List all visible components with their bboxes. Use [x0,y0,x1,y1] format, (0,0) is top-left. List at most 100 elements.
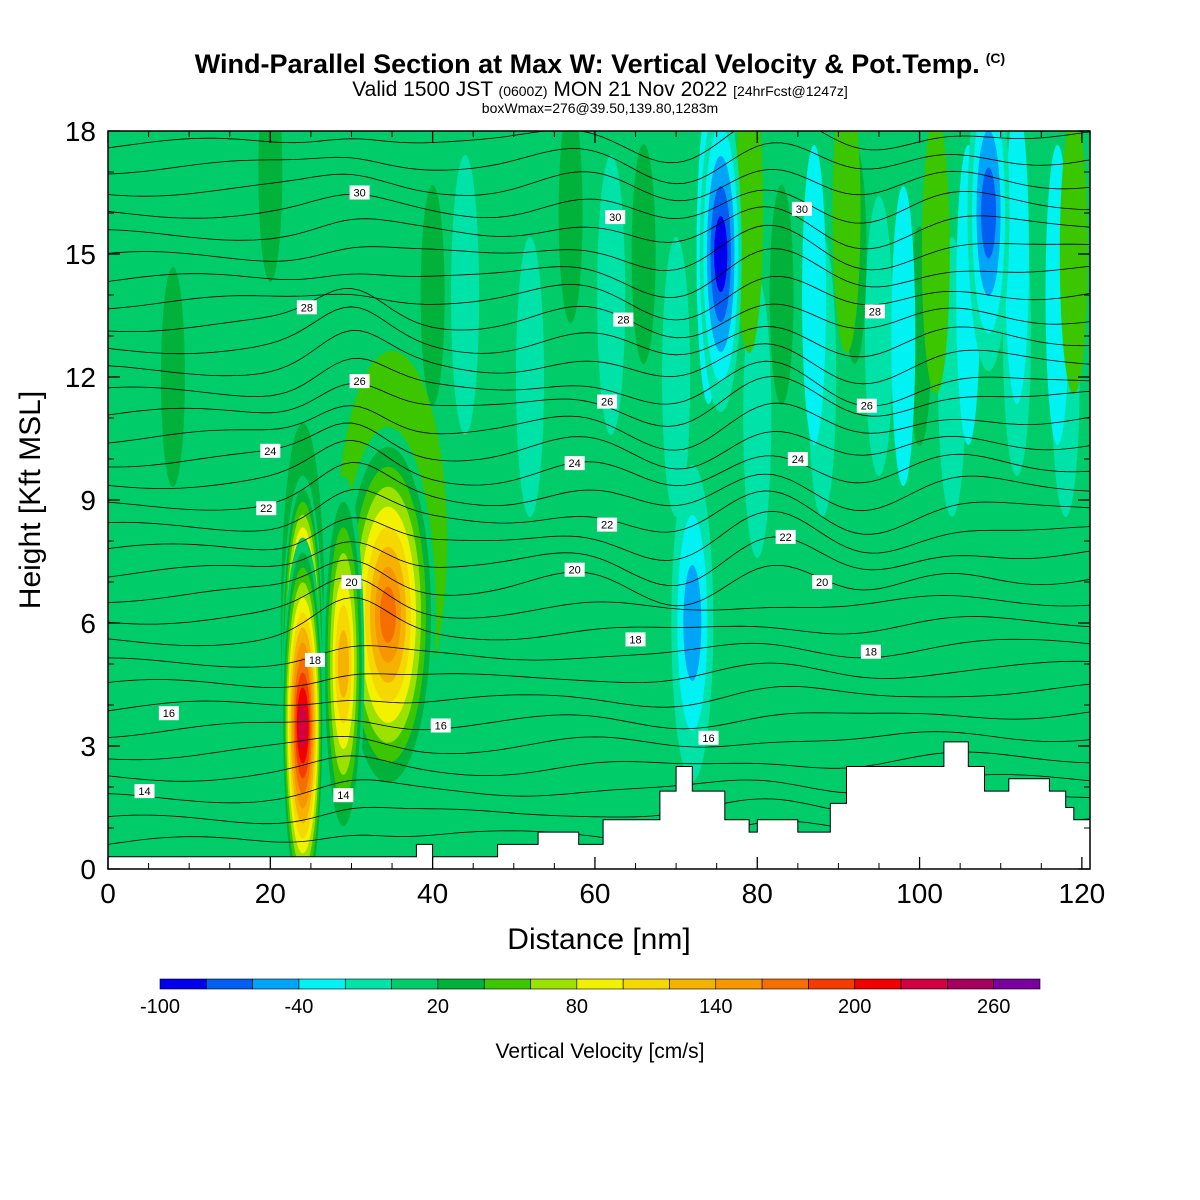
colorbar-swatch-6 [437,978,485,990]
isentrope-label-bg [260,443,281,458]
isentrope-11 [108,559,1090,607]
y-tick-label-1: 3 [80,731,96,762]
isentrope-5 [108,711,1090,738]
isentrope-20 [108,357,1090,407]
isentrope-label-4: 16 [698,730,719,745]
isentrope-29 [108,168,1090,202]
plot-layer: 14 14 16 16 16 18 18 18 20 20 20 22 22 22 24 24 24 26 26 26… [108,131,1090,869]
isentrope-label-bg [698,730,719,745]
isentrope-label-text: 14 [138,786,150,798]
isentrope-label-0: 14 [134,784,155,799]
isentrope-label-bg [564,562,585,577]
weak-updraft-band-2 [420,185,445,405]
isentrope-label-bg [430,718,451,733]
isentrope-label-text: 24 [792,454,804,466]
isentrope-6 [108,683,1090,712]
isentrope-label-bg [613,312,634,327]
weak-downdraft-band-6 [864,196,893,476]
isentrope-label-22: 28 [864,304,885,319]
weak-updraft-band-4 [631,144,656,364]
isentrope-label-14: 24 [260,443,281,458]
isentrope-9 [108,597,1090,647]
isentrope-label-text: 26 [861,401,873,413]
isentrope-label-text: 20 [816,577,828,589]
colorbar-tick-label-0: -100 [140,996,180,1018]
isentrope-label-text: 16 [435,721,447,733]
downdraft-band-1 [802,145,827,445]
isentrope-label-13: 22 [775,529,796,544]
isentrope-label-text: 30 [353,188,365,200]
isentrope-label-10: 20 [812,575,833,589]
downdraft-band-2 [891,186,916,486]
valid-prefix: Valid 1500 JST [352,78,493,101]
isentrope-label-text: 22 [260,503,272,515]
x-axis-label: Distance [nm] [507,923,690,956]
isentrope-label-text: 20 [569,565,581,577]
isentrope-12 [108,536,1090,586]
isentrope-label-bg [856,398,877,413]
isentrope-23 [108,288,1090,339]
isentrope-label-15: 24 [564,456,585,471]
velocity-core-5-4 [981,167,997,259]
isentrope-3 [108,751,1090,782]
colorbar-swatch-17 [947,978,994,990]
isentrope-label-text: 16 [163,708,175,720]
y-tick-label-4: 12 [65,362,96,393]
isentrope-label-bg [597,517,618,532]
y-tick-label-2: 6 [80,608,96,639]
isentrope-24 [108,275,1090,321]
isentrope-10 [108,576,1090,625]
isentrope-27 [108,206,1090,250]
x-tick-label-0: 0 [100,878,116,909]
isentrope-label-23: 30 [349,185,370,200]
colorbar-swatch-4 [344,978,392,990]
x-tick-label-2: 40 [417,878,448,909]
colorbar-tick-label-5: 200 [838,996,871,1018]
isentrope-label-text: 18 [309,655,321,667]
isentrope-label-text: 22 [601,520,613,532]
velocity-core-3-7 [337,630,349,698]
colorbar-swatch-16 [900,978,948,990]
isentrope-label-text: 28 [301,302,313,314]
isentrope-label-1: 14 [333,788,354,803]
isentrope-label-bg [625,632,646,647]
upper-updraft-band-3 [1059,131,1088,394]
isentrope-label-17: 26 [349,374,370,389]
upper-updraft-band-0 [735,131,764,353]
isentrope-label-bg [349,374,370,389]
isentrope-4 [108,731,1090,761]
weak-updraft-band-0 [160,267,185,487]
colorbar-swatch-14 [808,978,856,990]
isentrope-25 [108,248,1090,299]
isentrope-7 [108,660,1090,688]
isentrope-21 [108,330,1090,385]
isentrope-label-bg [341,575,362,589]
valid-z: (0600Z) [498,83,548,99]
weak-updraft-band-3 [558,131,583,323]
colorbar-swatch-1 [206,978,253,990]
colorbar-tick-label-2: 20 [427,996,449,1018]
isentrope-label-bg [304,652,325,667]
isentrope-label-bg [333,788,354,803]
isentrope-16 [108,439,1090,490]
isentrope-label-8: 20 [341,575,362,589]
x-tick-label-3: 60 [579,878,610,909]
isentrope-label-24: 30 [605,210,626,225]
valid-time: Valid 1500 JST (0600Z) MON 21 Nov 2022 [… [0,78,1200,101]
isentrope-label-bg [296,300,317,315]
weak-updraft-band-5 [769,185,794,405]
copyright-mark: (C) [985,50,1006,66]
y-tick-label-6: 18 [65,116,96,147]
colorbar-swatch-12 [715,978,763,990]
isentrope-label-text: 24 [569,458,581,470]
isentrope-label-bg [812,575,833,589]
colorbar-swatch-9 [576,978,624,990]
upper-updraft-band-2 [921,131,950,394]
isentrope-label-11: 22 [256,501,277,516]
isentrope-30 [108,142,1090,185]
isentrope-label-20: 28 [296,300,317,315]
y-axis-label: Height [Kft MSL] [14,391,47,609]
x-tick-label-4: 80 [742,878,773,909]
isentrope-label-9: 20 [564,562,585,577]
